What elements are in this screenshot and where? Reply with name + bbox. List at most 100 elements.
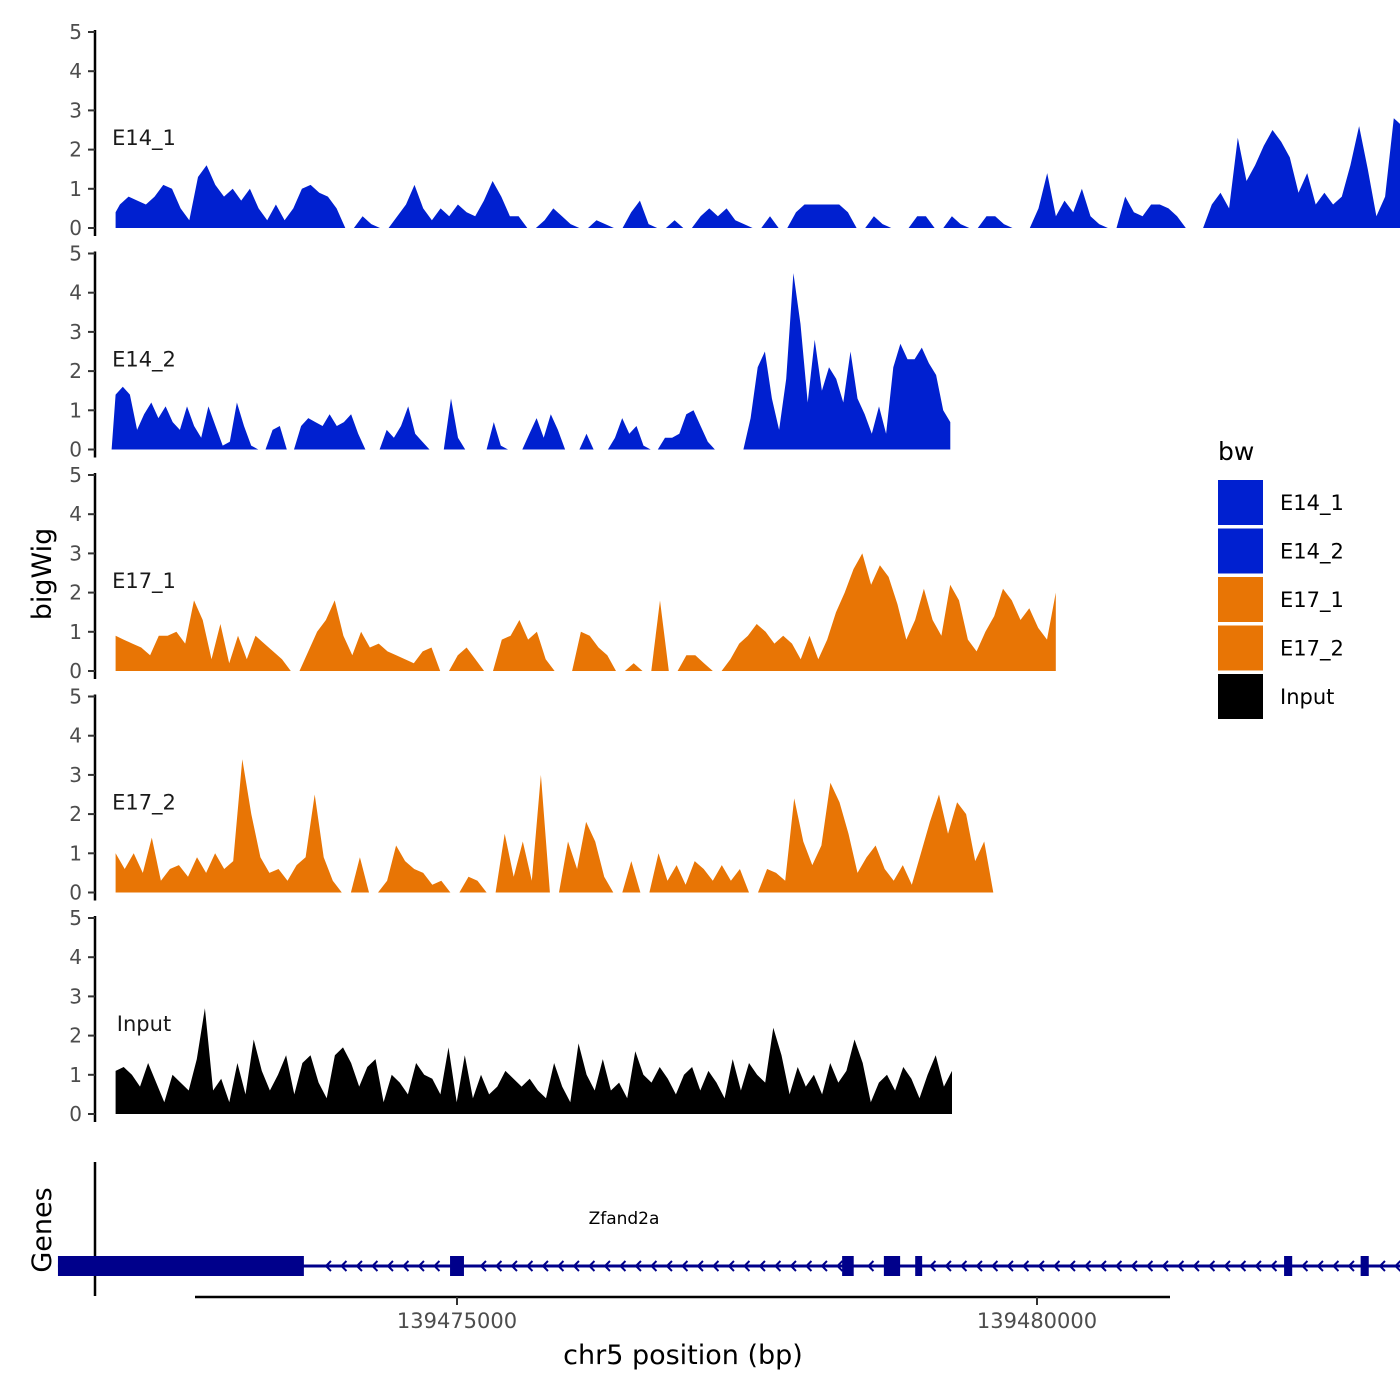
strand-arrow	[510, 1260, 518, 1272]
strand-arrow	[944, 1260, 952, 1272]
coverage-area	[657, 410, 715, 450]
strand-arrow	[495, 1260, 503, 1272]
y-tick-label: 1	[69, 177, 82, 201]
y-axis-title: bigWig	[27, 528, 58, 621]
x-axis: 139475000139480000139485000	[195, 1295, 1170, 1333]
coverage-area	[761, 216, 779, 228]
coverage-area	[1116, 196, 1186, 228]
strand-arrow	[1301, 1260, 1309, 1272]
legend-swatch	[1218, 480, 1263, 525]
y-tick-label: 2	[69, 138, 82, 162]
coverage-area	[743, 273, 951, 450]
exon	[883, 1256, 901, 1276]
coverage-area	[559, 821, 614, 893]
coverage-area	[350, 857, 369, 893]
y-tick-label: 2	[69, 359, 82, 383]
strand-arrow	[588, 1260, 596, 1272]
strand-arrow	[1022, 1260, 1030, 1272]
strand-arrow	[324, 1260, 332, 1272]
strand-arrow	[1084, 1260, 1092, 1272]
coverage-area	[443, 398, 466, 450]
y-tick-label: 0	[69, 881, 82, 905]
coverage-area	[607, 418, 651, 450]
strand-arrow	[526, 1260, 534, 1272]
gene-name-label: Zfand2a	[589, 1209, 660, 1229]
strand-arrow	[867, 1260, 875, 1272]
x-tick-label: 139480000	[977, 1309, 1097, 1333]
y-tick-label: 3	[69, 320, 82, 344]
legend-label: E17_2	[1280, 637, 1344, 662]
coverage-area	[115, 1008, 953, 1114]
strand-arrow	[541, 1260, 549, 1272]
strand-arrow	[1099, 1260, 1107, 1272]
strand-arrow	[1068, 1260, 1076, 1272]
strand-arrow	[665, 1260, 673, 1272]
coverage-area	[1029, 173, 1108, 228]
exon	[450, 1256, 464, 1276]
strand-arrow	[1177, 1260, 1185, 1272]
coverage-area	[493, 620, 555, 671]
strand-arrow	[1332, 1260, 1340, 1272]
strand-arrow	[696, 1260, 704, 1272]
exon	[1360, 1256, 1369, 1276]
y-tick-label: 3	[69, 763, 82, 787]
y-tick-label: 2	[69, 802, 82, 826]
strand-arrow	[1161, 1260, 1169, 1272]
strand-arrow	[1394, 1260, 1400, 1272]
legend-swatch	[1218, 577, 1263, 622]
strand-arrow	[1347, 1260, 1355, 1272]
strand-arrow	[572, 1260, 580, 1272]
coverage-area	[294, 414, 366, 450]
coverage-area	[379, 406, 430, 450]
y-tick-label: 4	[69, 724, 82, 748]
strand-arrow	[1192, 1260, 1200, 1272]
y-tick-label: 5	[69, 685, 82, 709]
coverage-area	[865, 216, 892, 228]
strand-arrow	[991, 1260, 999, 1272]
legend-swatch	[1218, 625, 1263, 671]
strand-arrow	[1037, 1260, 1045, 1272]
coverage-area	[677, 655, 713, 671]
strand-arrow	[1223, 1260, 1231, 1272]
strand-arrow	[929, 1260, 937, 1272]
strand-arrow	[1254, 1260, 1262, 1272]
strand-arrow	[774, 1260, 782, 1272]
strand-arrow	[789, 1260, 797, 1272]
strand-arrow	[650, 1260, 658, 1272]
y-tick-label: 4	[69, 281, 82, 305]
coverage-area	[624, 663, 643, 671]
coverage-area	[522, 414, 566, 450]
strand-arrow	[634, 1260, 642, 1272]
exon	[842, 1256, 854, 1276]
coverage-area	[721, 553, 1056, 671]
strand-arrow	[402, 1260, 410, 1272]
strand-arrow	[1316, 1260, 1324, 1272]
coverage-area	[111, 386, 259, 450]
track-label: E14_2	[112, 347, 176, 372]
strand-arrow	[1006, 1260, 1014, 1272]
y-tick-label: 1	[69, 620, 82, 644]
coverage-area	[622, 200, 658, 228]
coverage-area	[651, 600, 669, 671]
exon	[915, 1256, 923, 1276]
strand-arrow	[681, 1260, 689, 1272]
coverage-area	[649, 853, 749, 893]
strand-arrow	[758, 1260, 766, 1272]
gene-track: Zfand2a	[57, 1162, 1400, 1296]
coverage-area	[579, 433, 594, 450]
strand-arrow	[743, 1260, 751, 1272]
strand-arrow	[1208, 1260, 1216, 1272]
y-tick-label: 5	[69, 906, 82, 930]
strand-arrow	[960, 1260, 968, 1272]
strand-arrow	[1270, 1260, 1278, 1272]
legend-label: E14_1	[1280, 491, 1344, 516]
strand-arrow	[727, 1260, 735, 1272]
strand-arrow	[712, 1260, 720, 1272]
x-tick-label: 139475000	[397, 1309, 517, 1333]
coverage-area	[449, 647, 485, 671]
legend-swatch	[1218, 674, 1263, 719]
y-tick-label: 4	[69, 502, 82, 526]
legend: bw E14_1 E14_2 E17_1 E17_2 Input	[1218, 437, 1344, 719]
y-tick-label: 4	[69, 59, 82, 83]
